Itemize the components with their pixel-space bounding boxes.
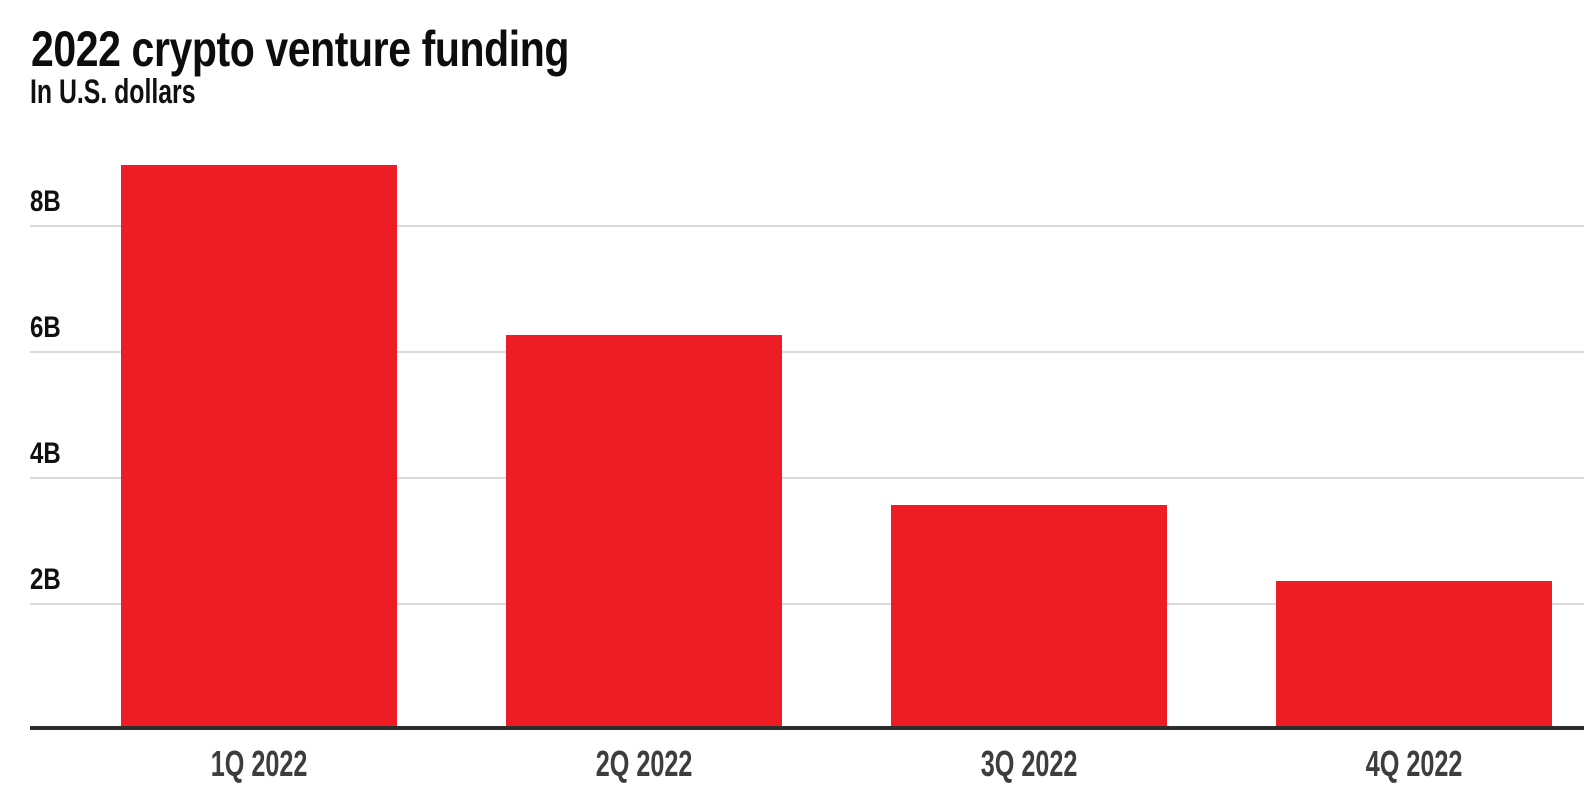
- y-tick-label-4b: 4B: [30, 436, 61, 470]
- x-axis-label-2q-2022: 2Q 2022: [595, 743, 693, 784]
- bar-4q-2022: [1276, 581, 1552, 726]
- y-tick-label-8b: 8B: [30, 184, 61, 218]
- chart-subtitle: In U.S. dollars: [30, 73, 257, 111]
- y-tick-label-6b: 6B: [30, 310, 61, 344]
- chart-title: 2022 crypto venture funding: [31, 22, 687, 77]
- x-axis-label-3q-2022: 3Q 2022: [980, 743, 1078, 784]
- gridline-6b: [30, 350, 1584, 353]
- gridline-8b: [30, 224, 1584, 227]
- bar-1q-2022: [121, 165, 397, 726]
- chart-title-text: 2022 crypto venture funding: [31, 21, 569, 77]
- chart-subtitle-text: In U.S. dollars: [30, 73, 196, 111]
- bar-2q-2022: [506, 335, 782, 726]
- x-axis-line: [30, 726, 1584, 730]
- bar-3q-2022: [891, 505, 1167, 726]
- x-axis-label-4q-2022: 4Q 2022: [1365, 743, 1463, 784]
- y-tick-label-2b: 2B: [30, 562, 61, 596]
- gridline-2b: [30, 602, 1584, 605]
- plot-area: 2B 4B 6B 8B 1Q 2022 2Q 2022 3Q 2022 4Q 2022: [30, 140, 1584, 782]
- gridline-4b: [30, 476, 1584, 479]
- x-axis-label-1q-2022: 1Q 2022: [210, 743, 308, 784]
